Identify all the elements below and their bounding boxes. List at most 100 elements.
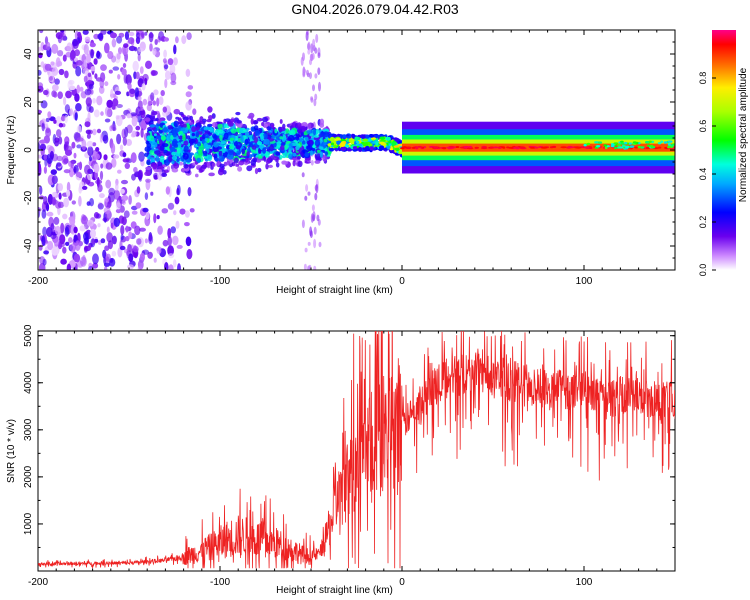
heat-blob <box>171 160 175 165</box>
heat-blob <box>313 98 317 107</box>
heat-blob <box>201 133 206 140</box>
heat-blob <box>312 38 316 48</box>
heat-blob <box>182 116 189 121</box>
heat-blob <box>92 142 97 147</box>
heat-blob <box>227 121 234 127</box>
heat-blob <box>246 151 250 157</box>
heat-blob <box>618 146 624 149</box>
heat-blob <box>91 238 96 245</box>
heat-blob <box>196 131 200 138</box>
heat-blob <box>645 141 650 144</box>
heat-blob <box>254 168 259 175</box>
heat-blob <box>96 50 101 59</box>
heat-blob <box>139 66 144 74</box>
y-tick-label: -20 <box>23 190 34 205</box>
heat-blob <box>106 232 113 243</box>
heat-blob <box>157 170 163 181</box>
heat-blob <box>272 156 280 161</box>
heat-blob <box>298 128 303 133</box>
heat-blob <box>172 259 177 268</box>
heat-blob <box>99 170 104 181</box>
heat-blob <box>83 75 88 83</box>
heat-blob <box>185 236 192 247</box>
heat-blob <box>379 139 386 142</box>
heat-blob <box>79 225 86 232</box>
heat-blob <box>58 136 63 145</box>
heat-blob <box>335 137 342 142</box>
heat-blob <box>53 216 60 225</box>
heat-blob <box>104 266 108 270</box>
heat-blob <box>179 208 186 215</box>
heat-blob <box>103 154 108 161</box>
heat-blob <box>71 200 77 205</box>
heat-blob <box>56 162 62 167</box>
heat-blob <box>315 183 319 194</box>
heat-blob <box>634 146 638 149</box>
heat-blob <box>224 118 231 122</box>
heat-blob <box>248 142 254 148</box>
heat-blob <box>54 225 61 235</box>
heat-blob <box>93 212 100 219</box>
heat-blob <box>72 38 78 47</box>
heat-blob <box>620 140 624 143</box>
heat-blob <box>133 166 138 173</box>
heat-blob <box>43 89 49 96</box>
heat-blob <box>65 241 70 246</box>
heat-blob <box>100 163 104 169</box>
spectrogram-heatmap <box>38 30 675 270</box>
heat-blob <box>74 93 80 102</box>
heat-blob <box>244 157 249 163</box>
heat-blob <box>112 66 120 71</box>
heat-blob <box>75 65 82 77</box>
heat-blob <box>195 126 201 131</box>
heat-blob <box>171 155 178 161</box>
heat-blob <box>186 135 191 140</box>
heat-blob <box>128 231 133 239</box>
heat-blob <box>171 131 178 138</box>
heat-blob <box>310 150 314 156</box>
x-tick-label: -200 <box>28 276 48 287</box>
heat-blob <box>139 252 145 262</box>
heat-blob <box>155 117 159 122</box>
heat-blob <box>119 245 126 251</box>
heat-blob <box>68 237 73 244</box>
heat-blob <box>84 88 92 96</box>
heat-blob <box>316 149 321 153</box>
heat-blob <box>153 133 157 137</box>
heat-blob <box>620 142 625 145</box>
heat-blob <box>132 246 139 253</box>
heat-blob <box>657 142 662 145</box>
heat-blob <box>58 192 62 200</box>
heat-blob <box>603 144 608 147</box>
heat-blob <box>115 202 121 210</box>
heat-blob <box>97 33 104 40</box>
heat-blob <box>104 81 109 87</box>
heat-blob <box>309 59 312 66</box>
heat-blob <box>269 144 274 152</box>
heat-blob <box>178 111 184 116</box>
heat-blob <box>122 158 130 163</box>
heat-blob <box>265 159 271 164</box>
heat-blob <box>62 246 67 254</box>
chart-title: GN04.2026.079.04.42.R03 <box>291 1 459 17</box>
heat-blob <box>126 113 132 119</box>
heat-blob <box>121 179 128 185</box>
heat-blob <box>667 140 673 143</box>
heat-blob <box>123 210 130 218</box>
heat-blob <box>552 145 557 148</box>
heat-blob <box>128 195 132 205</box>
heat-blob <box>52 84 59 92</box>
heat-blob <box>145 166 152 170</box>
heat-blob <box>490 146 494 149</box>
heat-blob <box>85 53 91 64</box>
colorbar-tick-label: 0.6 <box>698 120 708 133</box>
heat-blob <box>144 192 149 201</box>
heat-blob <box>142 207 149 213</box>
x-tick-label: 0 <box>399 276 405 287</box>
heat-blob <box>173 210 177 216</box>
heat-blob <box>123 73 128 84</box>
heat-blob <box>108 257 116 267</box>
heat-blob <box>311 204 315 212</box>
heat-blob <box>309 230 313 239</box>
